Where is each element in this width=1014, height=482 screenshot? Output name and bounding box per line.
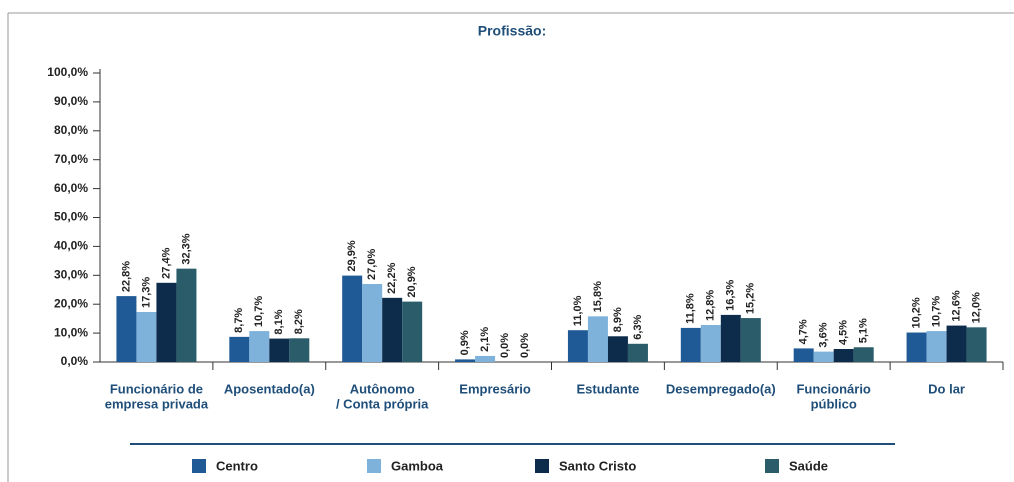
bar (813, 351, 834, 362)
x-tick-label: Aposentado(a) (224, 381, 315, 396)
bar (720, 314, 741, 362)
bar (740, 318, 761, 362)
value-label: 11,8% (685, 293, 697, 324)
y-tick-label: 10,0% (54, 325, 88, 339)
bar (700, 325, 721, 362)
bar (946, 325, 967, 362)
legend-label: Saúde (789, 458, 828, 473)
y-tick-label: 0,0% (61, 354, 89, 368)
x-tick-label: Autônomo (350, 381, 415, 396)
y-tick-label: 60,0% (54, 181, 88, 195)
value-label: 27,0% (366, 249, 378, 280)
bar (382, 297, 403, 362)
x-tick-label: Do lar (928, 381, 965, 396)
bar (402, 301, 423, 362)
value-label: 16,3% (725, 279, 737, 310)
value-label: 4,5% (838, 320, 850, 345)
x-tick-label: público (811, 396, 857, 411)
value-label: 10,2% (910, 297, 922, 328)
value-label: 15,8% (592, 281, 604, 312)
value-label: 20,9% (406, 266, 418, 297)
x-tick-label: Funcionário (796, 381, 870, 396)
bar (906, 332, 927, 362)
y-tick-label: 100,0% (47, 65, 88, 79)
value-label: 22,8% (120, 261, 132, 292)
bar (680, 327, 701, 362)
y-tick-label: 40,0% (54, 239, 88, 253)
value-label: 5,1% (858, 318, 870, 343)
bar (229, 336, 250, 362)
value-label: 3,6% (818, 322, 830, 347)
bar (587, 316, 608, 362)
bar (853, 347, 874, 362)
bar (249, 331, 270, 362)
bar (136, 312, 157, 362)
value-label: 11,0% (572, 295, 584, 326)
x-tick-label: Desempregado(a) (666, 381, 776, 396)
value-label: 8,7% (233, 308, 245, 333)
value-label: 8,2% (293, 309, 305, 334)
bar (966, 327, 987, 362)
bar (833, 348, 854, 362)
legend-swatch (192, 459, 206, 473)
y-tick-label: 80,0% (54, 123, 88, 137)
chart-title: Profissão: (478, 23, 546, 39)
value-label: 12,6% (950, 290, 962, 321)
bar (793, 348, 814, 362)
value-label: 0,0% (519, 333, 531, 358)
bar (156, 282, 177, 362)
x-tick-label: Funcionário de (110, 381, 203, 396)
bar (289, 338, 310, 362)
y-tick-label: 50,0% (54, 210, 88, 224)
value-label: 4,7% (798, 319, 810, 344)
value-label: 12,0% (970, 292, 982, 323)
value-label: 32,3% (180, 233, 192, 264)
bar (342, 275, 363, 362)
bar (176, 268, 197, 362)
y-tick-label: 90,0% (54, 94, 88, 108)
value-label: 0,0% (499, 333, 511, 358)
value-label: 8,9% (612, 307, 624, 332)
value-label: 10,7% (253, 296, 265, 327)
value-label: 6,3% (632, 315, 644, 340)
value-label: 8,1% (273, 309, 285, 334)
legend-label: Santo Cristo (559, 458, 636, 473)
y-tick-label: 30,0% (54, 267, 88, 281)
legend-swatch (535, 459, 549, 473)
legend-label: Centro (216, 458, 258, 473)
value-label: 12,8% (705, 290, 717, 321)
value-label: 2,1% (479, 327, 491, 352)
x-tick-label: empresa privada (105, 396, 209, 411)
legend-swatch (367, 459, 381, 473)
x-tick-label: / Conta própria (336, 396, 429, 411)
bar (475, 355, 496, 362)
bar (926, 331, 947, 362)
value-label: 15,2% (745, 283, 757, 314)
bar (627, 343, 648, 362)
value-label: 0,9% (459, 330, 471, 355)
legend-swatch (765, 459, 779, 473)
bar (567, 330, 588, 362)
bar (455, 359, 476, 362)
bar (116, 296, 137, 362)
legend-label: Gamboa (391, 458, 444, 473)
bar (607, 336, 628, 362)
x-tick-label: Empresário (459, 381, 531, 396)
x-tick-label: Estudante (577, 381, 640, 396)
bar (269, 338, 290, 362)
y-tick-label: 70,0% (54, 152, 88, 166)
value-label: 29,9% (346, 240, 358, 271)
value-label: 17,3% (140, 277, 152, 308)
bar (362, 283, 383, 362)
value-label: 22,2% (386, 262, 398, 293)
y-tick-label: 20,0% (54, 296, 88, 310)
value-label: 10,7% (930, 296, 942, 327)
value-label: 27,4% (160, 247, 172, 278)
